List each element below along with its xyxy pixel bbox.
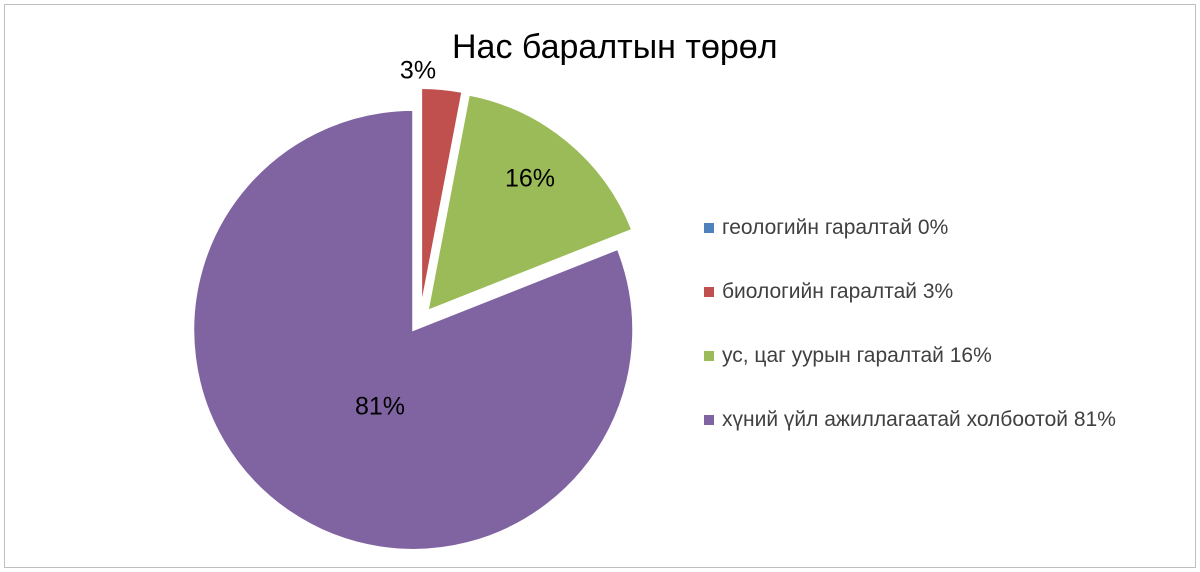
legend-swatch xyxy=(704,223,714,233)
data-label: 3% xyxy=(400,57,436,85)
data-label: 16% xyxy=(505,165,555,193)
legend-swatch xyxy=(704,415,714,425)
legend-label: ус, цаг уурын гаралтай 16% xyxy=(722,344,992,367)
legend-item: геологийн гаралтай 0% xyxy=(704,196,1116,260)
chart-title: Нас баралтын төрөл xyxy=(452,28,778,66)
pie-slice xyxy=(426,93,634,313)
pie-slice xyxy=(192,108,635,551)
legend-item: биологийн гаралтай 3% xyxy=(704,260,1116,324)
legend-item: хүний үйл ажиллагаатай холбоотой 81% xyxy=(704,388,1116,452)
legend-label: хүний үйл ажиллагаатай холбоотой 81% xyxy=(722,408,1116,431)
legend-swatch xyxy=(704,351,714,361)
legend-swatch xyxy=(704,287,714,297)
legend-item: ус, цаг уурын гаралтай 16% xyxy=(704,324,1116,388)
legend: геологийн гаралтай 0% биологийн гаралтай… xyxy=(704,196,1116,452)
legend-label: геологийн гаралтай 0% xyxy=(722,216,949,239)
legend-label: биологийн гаралтай 3% xyxy=(722,280,954,303)
pie-slice xyxy=(420,87,464,309)
data-label: 81% xyxy=(355,393,405,421)
